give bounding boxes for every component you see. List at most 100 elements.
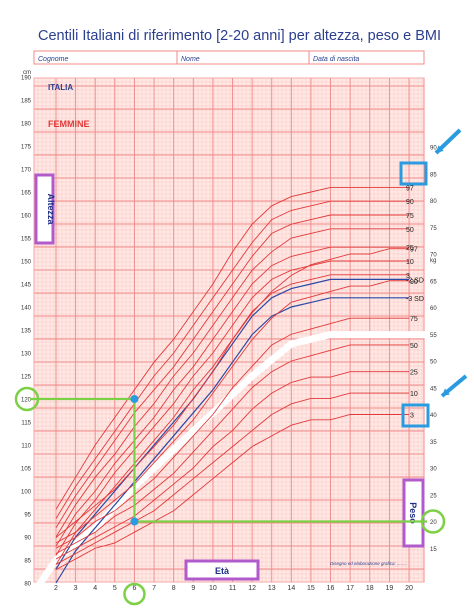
height-centile-25 bbox=[55, 246, 409, 547]
weight-tick-label: 85 bbox=[430, 172, 437, 178]
form-row bbox=[33, 50, 425, 65]
age-tick-label: 16 bbox=[327, 585, 335, 592]
age-axis-label: Età bbox=[215, 566, 230, 576]
callout-arrow-25-head bbox=[442, 388, 450, 396]
height-point bbox=[130, 395, 139, 403]
weight-centile-75 bbox=[55, 317, 409, 549]
age-tick-label: 2 bbox=[54, 585, 58, 592]
height-centile-label: 75 bbox=[406, 213, 414, 220]
weight-tick-label: 90 bbox=[430, 146, 437, 152]
height-tick-label: 155 bbox=[21, 237, 32, 243]
weight-centile-97 bbox=[55, 248, 409, 538]
height-tick-label: 120 bbox=[21, 398, 32, 404]
height-centile-50 bbox=[55, 228, 409, 538]
weight-point bbox=[130, 517, 139, 526]
age-tick-label: 12 bbox=[248, 585, 256, 592]
age-tick-label: 8 bbox=[172, 585, 176, 592]
white-band bbox=[30, 331, 428, 596]
weight-tick-label: 45 bbox=[430, 386, 437, 392]
weight-tick-label: 70 bbox=[430, 253, 437, 259]
callout-box-25 bbox=[401, 403, 430, 428]
height-tick-label: 85 bbox=[24, 559, 31, 565]
country-label: ITALIA bbox=[48, 83, 73, 92]
height-tick-label: 165 bbox=[21, 191, 32, 197]
height-centile-90 bbox=[55, 200, 409, 519]
age-tick-label: 17 bbox=[346, 585, 354, 592]
weight-centile-3 bbox=[55, 414, 409, 571]
form-field-label: Nome bbox=[181, 56, 200, 63]
height-tick-label: 175 bbox=[21, 145, 32, 151]
age-tick-label: 10 bbox=[209, 585, 217, 592]
height-centile-label: -3 SD bbox=[406, 296, 424, 303]
age-tick-label: 4 bbox=[93, 585, 97, 592]
weight-tick-label: 25 bbox=[430, 493, 437, 499]
height-tick-label: 140 bbox=[21, 306, 32, 312]
sex-label: FEMMINE bbox=[48, 119, 90, 129]
weight-tick-label: 60 bbox=[430, 306, 437, 312]
height-unit-label: cm bbox=[23, 70, 31, 76]
height-tick-label: 95 bbox=[24, 513, 31, 519]
weight-tick-label: 20 bbox=[430, 520, 437, 526]
weight-tick-label: 80 bbox=[430, 199, 437, 205]
weight-centile-90 bbox=[55, 280, 409, 544]
height-centile-label: 97 bbox=[406, 185, 414, 192]
height-circle bbox=[14, 386, 40, 412]
height-centile-10 bbox=[55, 260, 409, 556]
weight-tick-label: 65 bbox=[430, 279, 437, 285]
age-tick-label: 7 bbox=[152, 585, 156, 592]
age-tick-label: 18 bbox=[366, 585, 374, 592]
weight-tick-label: 75 bbox=[430, 226, 437, 232]
height-tick-label: 135 bbox=[21, 329, 32, 335]
page-title: Centili Italiani di riferimento [2-20 an… bbox=[38, 28, 441, 44]
weight-tick-label: 40 bbox=[430, 413, 437, 419]
weight-tick-label: 55 bbox=[430, 333, 437, 339]
age-tick-label: 6 bbox=[132, 585, 136, 592]
height-centile-label: 25 bbox=[406, 245, 414, 252]
height-tick-label: 100 bbox=[21, 490, 32, 496]
height-axis-label: Altezza bbox=[46, 193, 56, 225]
age-tick-label: 9 bbox=[191, 585, 195, 592]
weight-centile-label: 90 bbox=[410, 279, 418, 286]
source-note: Disegno ed elaborazione grafica: .......… bbox=[330, 561, 407, 566]
guide-path bbox=[30, 397, 427, 523]
weight-unit-label: kg bbox=[430, 258, 436, 264]
weight-centile-25 bbox=[55, 371, 409, 560]
height-tick-label: 130 bbox=[21, 352, 32, 358]
height-centile-label: -2 SD bbox=[406, 277, 424, 284]
weight-centile-10 bbox=[55, 392, 409, 565]
form-field-label: Data di nascita bbox=[313, 56, 359, 63]
height-tick-label: 125 bbox=[21, 375, 32, 381]
height-tick-label: 145 bbox=[21, 283, 32, 289]
weight-centile-label: 10 bbox=[410, 391, 418, 398]
height-tick-label: 80 bbox=[24, 582, 31, 588]
weight-tick-label: 50 bbox=[430, 360, 437, 366]
height-centile-97 bbox=[55, 186, 409, 510]
age-tick-label: 11 bbox=[229, 585, 236, 592]
callout-arrow-75-head bbox=[436, 145, 444, 153]
weight-tick-label: 35 bbox=[430, 440, 437, 446]
callout-box-75 bbox=[399, 161, 428, 186]
height-centile-label: 50 bbox=[406, 227, 414, 234]
height-tick-label: 180 bbox=[21, 122, 32, 128]
weight-centile-label: 50 bbox=[410, 343, 418, 350]
height-tick-label: 110 bbox=[21, 444, 31, 450]
weight-centile-label: 97 bbox=[410, 247, 418, 254]
weight-centile-label: 75 bbox=[410, 316, 418, 323]
age-tick-label: 5 bbox=[113, 585, 117, 592]
weight-tick-label: 30 bbox=[430, 467, 437, 473]
form-field-label: Cognome bbox=[38, 56, 68, 63]
age-axis-box bbox=[184, 559, 260, 581]
height-tick-label: 170 bbox=[21, 168, 32, 174]
height-centile--2SD bbox=[55, 278, 409, 570]
weight-circle bbox=[420, 509, 446, 534]
height-tick-label: 90 bbox=[24, 536, 31, 542]
age-circle bbox=[123, 582, 146, 606]
height-tick-label: 160 bbox=[21, 214, 32, 220]
height-centile--3SD bbox=[55, 297, 409, 584]
height-tick-label: 115 bbox=[21, 421, 31, 427]
height-centile-label: 10 bbox=[406, 259, 414, 266]
weight-centile-label: 25 bbox=[410, 370, 418, 377]
age-tick-label: 20 bbox=[405, 585, 413, 592]
age-tick-label: 3 bbox=[74, 585, 78, 592]
